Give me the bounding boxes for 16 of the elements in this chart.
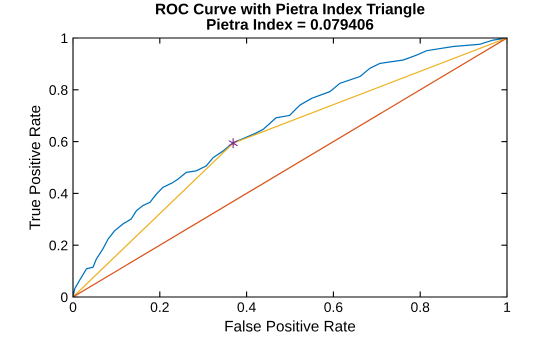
y-axis-title: True Positive Rate bbox=[29, 106, 40, 230]
line-series bbox=[73, 38, 507, 297]
y-tick-label: 0 bbox=[60, 292, 68, 302]
x-tick-label: 0.6 bbox=[324, 302, 342, 312]
x-tick-label: 0.8 bbox=[411, 302, 430, 312]
x-axis-title: False Positive Rate bbox=[225, 320, 356, 332]
y-tick-label: 0.2 bbox=[49, 240, 68, 250]
chart-title: ROC Curve with Pietra Index Triangle Pietra Index = 0.079406 bbox=[156, 3, 424, 30]
y-tick-label: 0.6 bbox=[49, 136, 68, 147]
y-tick-label: 1 bbox=[61, 33, 68, 44]
x-tick-label: 0 bbox=[70, 302, 76, 312]
x-tick-label: 1 bbox=[504, 302, 510, 312]
x-tick-label: 0.4 bbox=[237, 302, 256, 312]
y-tick-label: 0.8 bbox=[49, 85, 68, 95]
y-tick-label: 0.4 bbox=[49, 188, 68, 199]
x-tick-label: 0.2 bbox=[150, 302, 169, 312]
